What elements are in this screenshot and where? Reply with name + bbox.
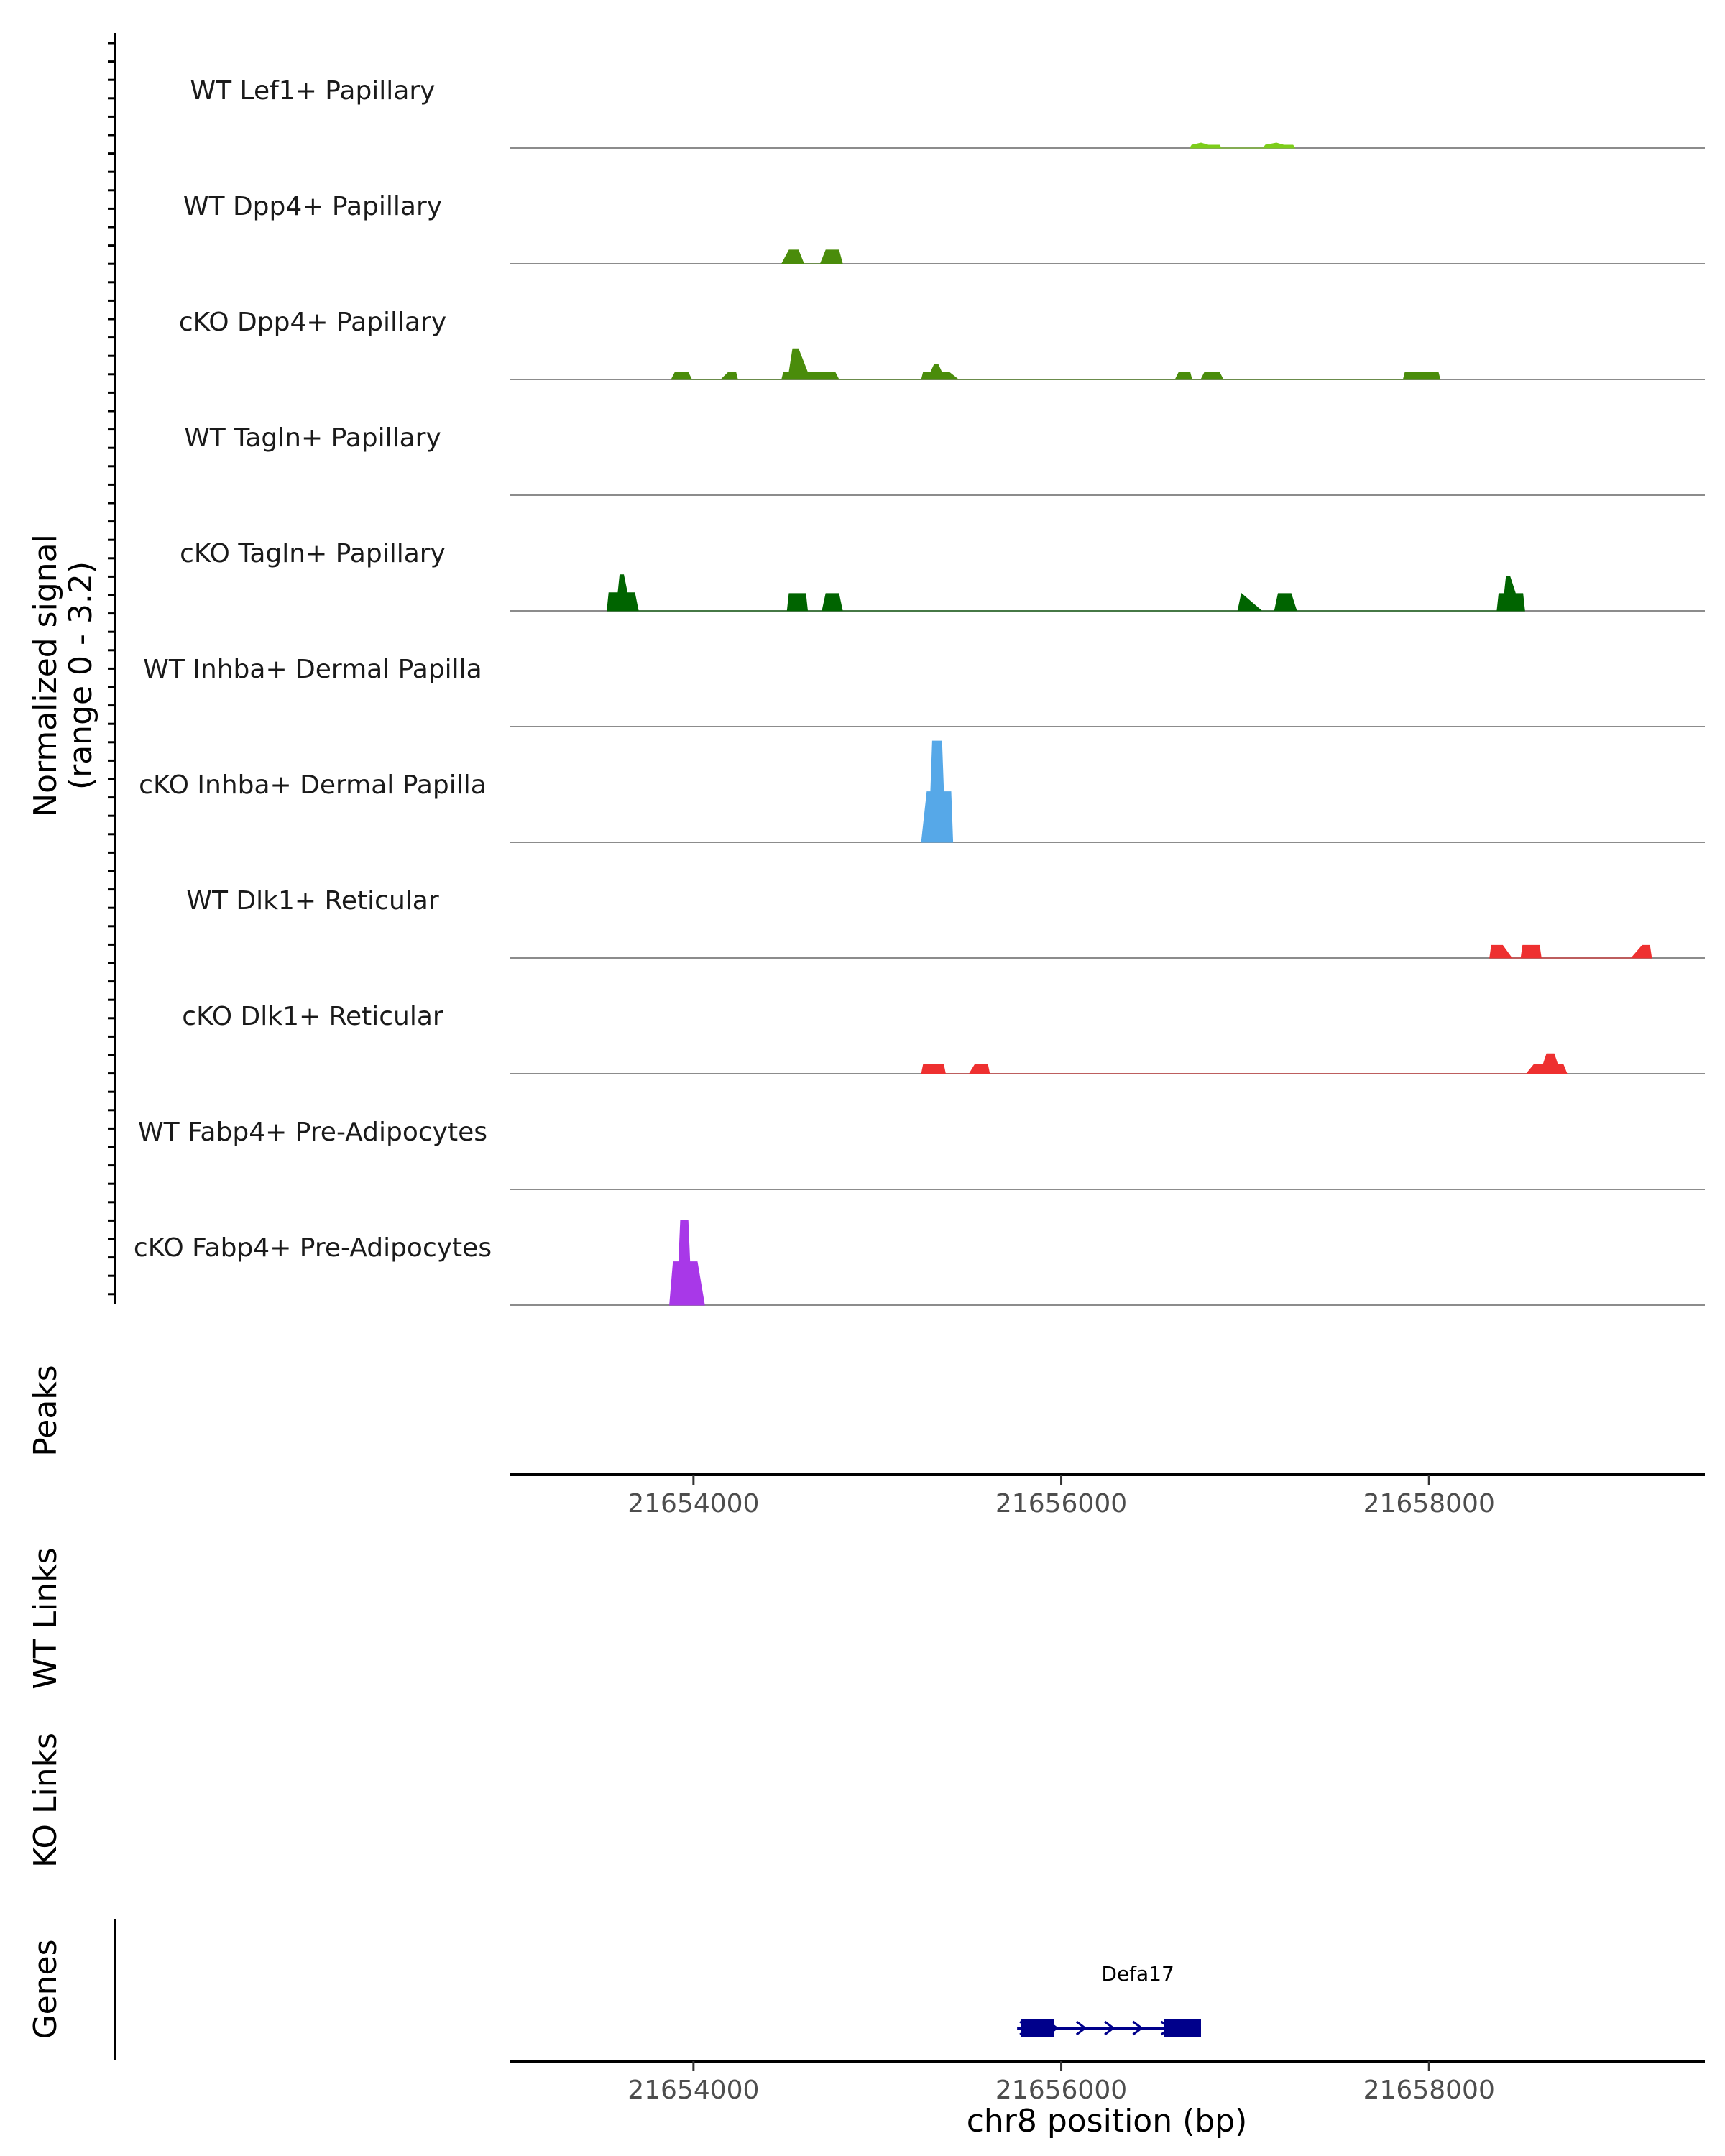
track-signal-area (921, 740, 954, 843)
coverage-panel: Normalized signal (range 0 - 3.2) WT Lef… (27, 33, 1705, 1306)
coverage-y-ticks (108, 42, 115, 1296)
gene-exon (1164, 2019, 1201, 2037)
ko-links-panel: KO Links (27, 1733, 64, 1868)
track-4: WT Tagln+ Papillary (184, 423, 1705, 496)
coverage-y-axis-label-line2: (range 0 - 3.2) (63, 561, 99, 790)
coverage-y-axis-label-line1: Normalized signal (27, 534, 64, 817)
track-signal-area (1189, 142, 1296, 149)
gene-models: Defa17 (1017, 1962, 1201, 2037)
gene-name-label: Defa17 (1101, 1962, 1174, 1986)
track-label: WT Dlk1+ Reticular (186, 886, 438, 916)
wt-links-panel: WT Links (27, 1547, 64, 1689)
track-label: WT Dpp4+ Papillary (183, 192, 442, 221)
track-signal-area (669, 1220, 705, 1306)
x-tick-label: 21654000 (627, 2076, 759, 2105)
coverage-tracks: WT Lef1+ Papillary WT Dpp4+ Papillary cKO … (134, 76, 1705, 1306)
track-1: WT Lef1+ Papillary (190, 76, 1705, 149)
genes-label: Genes (27, 1939, 64, 2039)
track-label: WT Lef1+ Papillary (190, 76, 436, 106)
track-6: WT Inhba+ Dermal Papilla (143, 655, 1705, 727)
gene-strand-arrow (1132, 2020, 1144, 2036)
wt-links-label: WT Links (27, 1547, 64, 1689)
track-7: cKO Inhba+ Dermal Papilla (139, 740, 1705, 843)
peaks-label: Peaks (27, 1365, 64, 1456)
track-5: cKO Tagln+ Papillary (180, 539, 1705, 612)
track-label: cKO Fabp4+ Pre-Adipocytes (134, 1233, 492, 1263)
track-label: cKO Inhba+ Dermal Papilla (139, 770, 487, 800)
track-2: WT Dpp4+ Papillary (183, 192, 1705, 264)
gene-strand-arrow (1104, 2020, 1116, 2036)
x-axis-label: chr8 position (bp) (967, 2103, 1248, 2139)
track-9: cKO Dlk1+ Reticular (182, 1002, 1705, 1074)
track-8: WT Dlk1+ Reticular (186, 886, 1705, 959)
track-label: cKO Dlk1+ Reticular (182, 1002, 443, 1031)
x-tick-label: 21654000 (627, 1489, 759, 1519)
track-11: cKO Fabp4+ Pre-Adipocytes (134, 1220, 1705, 1306)
track-signal-area (921, 1053, 1568, 1074)
track-label: cKO Tagln+ Papillary (180, 539, 446, 568)
track-label: cKO Dpp4+ Papillary (179, 308, 446, 337)
x-tick-label: 21656000 (995, 1489, 1127, 1519)
track-label: WT Fabp4+ Pre-Adipocytes (138, 1118, 487, 1147)
bottom-x-axis-ticks: 21654000 21656000 21658000 (627, 2061, 1495, 2105)
track-3: cKO Dpp4+ Papillary (179, 308, 1705, 380)
track-signal-area (781, 249, 843, 264)
track-label: WT Inhba+ Dermal Papilla (143, 655, 482, 684)
gene-strand-arrow (1075, 2020, 1087, 2036)
track-signal-area (607, 574, 1525, 612)
x-tick-label: 21658000 (1363, 2076, 1495, 2105)
track-10: WT Fabp4+ Pre-Adipocytes (138, 1118, 1705, 1190)
track-signal-area (1489, 944, 1652, 959)
ko-links-label: KO Links (27, 1733, 64, 1868)
gene-exon (1021, 2019, 1054, 2037)
top-x-axis-ticks: 21654000 21656000 21658000 (627, 1475, 1495, 1519)
x-tick-label: 21656000 (995, 2076, 1127, 2105)
gene-model: Defa17 (1017, 1962, 1201, 2037)
peaks-panel: Peaks 21654000 21656000 21658000 (27, 1365, 1705, 1519)
track-signal-area (671, 348, 1441, 380)
genes-panel: Genes Defa17 21654000 21656000 21658000 ch… (27, 1919, 1705, 2139)
track-label: WT Tagln+ Papillary (184, 423, 441, 453)
x-tick-label: 21658000 (1363, 1489, 1495, 1519)
